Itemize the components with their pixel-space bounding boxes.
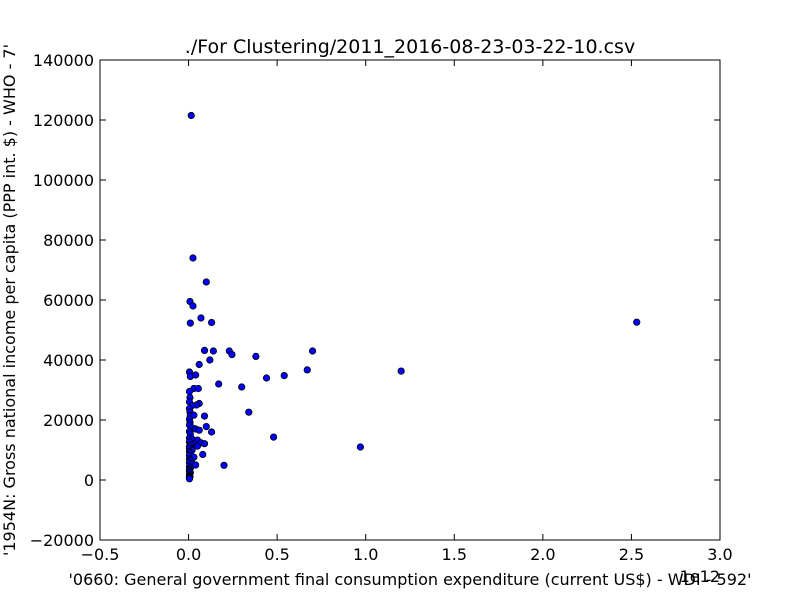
x-tick-label: −0.5: [81, 545, 120, 564]
x-axis-offset-label: 1e12: [680, 567, 720, 586]
data-point: [206, 356, 214, 364]
x-tick-label: 3.0: [707, 545, 732, 564]
chart-title: ./For Clustering/2011_2016-08-23-03-22-1…: [185, 36, 635, 58]
data-point: [202, 278, 210, 286]
y-tick-label: 80000: [43, 231, 94, 250]
data-point: [190, 411, 198, 419]
data-point: [189, 254, 197, 262]
data-point: [262, 374, 271, 382]
x-tick-label: 0.5: [264, 545, 289, 564]
data-point: [215, 380, 223, 388]
data-point: [200, 412, 209, 420]
data-point: [252, 352, 260, 360]
y-tick-label: 0: [84, 471, 94, 490]
x-tick-label: 2.0: [530, 545, 555, 564]
y-tick-label: 20000: [43, 411, 94, 430]
data-point: [186, 319, 194, 327]
x-axis-label: '0660: General government final consumpt…: [69, 570, 752, 589]
x-tick-label: 0.0: [176, 545, 201, 564]
data-point: [303, 366, 311, 374]
data-point: [200, 440, 209, 448]
data-point: [192, 371, 200, 379]
y-tick-label: 140000: [33, 51, 94, 70]
data-point: [208, 428, 216, 436]
y-tick-label: 40000: [43, 351, 94, 370]
y-axis: −20000 0 20000 40000 60000 80000 100000 120000 1…: [30, 51, 720, 550]
y-tick-label: 60000: [43, 291, 94, 310]
data-point: [199, 450, 207, 459]
y-tick-label: 100000: [33, 171, 94, 190]
data-point: [209, 347, 217, 355]
data-point: [245, 408, 253, 416]
y-tick-label: −20000: [30, 531, 94, 550]
data-point: [220, 461, 228, 469]
data-point: [185, 387, 194, 396]
data-point: [208, 318, 216, 327]
data-point: [397, 367, 405, 375]
data-point: [187, 111, 195, 120]
x-axis: −0.5 0.0 0.5 1.0 1.5 2.0 2.5 3.0: [81, 60, 733, 564]
data-point: [308, 347, 317, 355]
data-point: [195, 360, 203, 369]
data-point: [194, 384, 202, 393]
data-point: [633, 318, 641, 326]
data-point: [356, 443, 364, 451]
y-axis-label: '1954N: Gross national income per capita…: [0, 44, 19, 556]
x-tick-label: 2.5: [619, 545, 644, 564]
data-point: [195, 426, 203, 434]
data-point: [238, 383, 246, 391]
data-point: [202, 422, 210, 431]
data-point: [185, 475, 194, 483]
x-tick-label: 1.5: [442, 545, 467, 564]
points-layer: [185, 111, 641, 483]
y-tick-label: 120000: [33, 111, 94, 130]
data-point: [193, 442, 202, 450]
x-tick-label: 1.0: [353, 545, 378, 564]
data-point: [197, 314, 205, 322]
data-point: [200, 346, 209, 354]
data-point: [228, 350, 236, 359]
data-point: [189, 302, 197, 310]
data-point: [269, 433, 278, 441]
data-point: [280, 371, 288, 380]
